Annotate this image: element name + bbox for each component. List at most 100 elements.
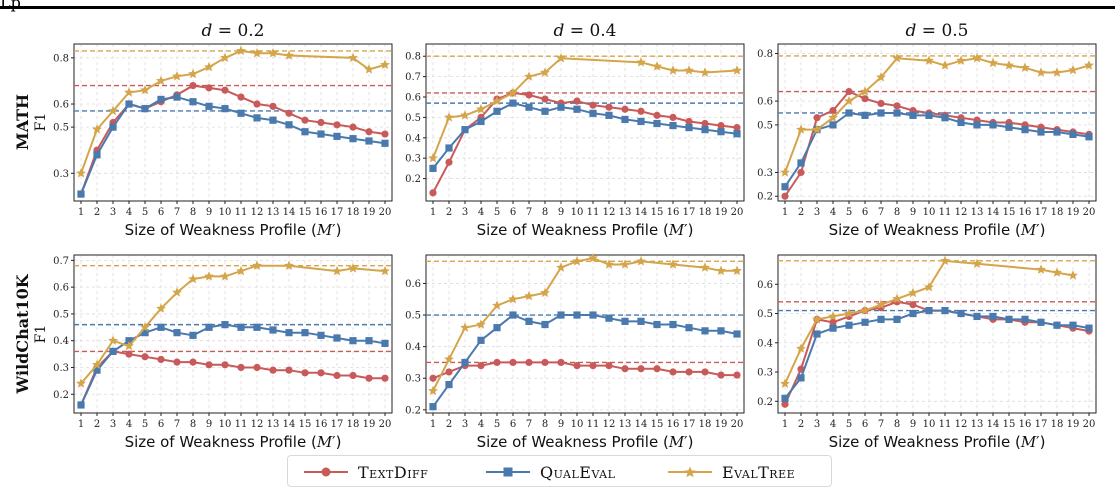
point-evaltree bbox=[892, 293, 902, 304]
point-evaltree bbox=[1084, 60, 1094, 70]
y-tick-label: 0.5 bbox=[757, 309, 773, 320]
point-evaltree bbox=[1004, 60, 1014, 70]
x-tick-label: 20 bbox=[379, 419, 392, 430]
point-qualeval bbox=[141, 329, 149, 337]
point-evaltree bbox=[588, 253, 598, 263]
x-tick-label: 10 bbox=[219, 207, 232, 218]
legend-label-textdiff: TextDiff bbox=[358, 462, 429, 482]
x-tick-label: 5 bbox=[494, 419, 500, 430]
point-qualeval bbox=[189, 331, 197, 339]
point-qualeval bbox=[365, 337, 373, 345]
x-tick-label: 14 bbox=[635, 207, 648, 218]
series-line-textdiff bbox=[80, 350, 385, 406]
point-evaltree bbox=[140, 85, 150, 95]
y-tick-label: 0.6 bbox=[53, 100, 69, 111]
point-textdiff bbox=[221, 361, 229, 369]
point-evaltree bbox=[716, 265, 726, 275]
y-tick-label: 0.3 bbox=[53, 169, 69, 180]
x-tick-label: 12 bbox=[251, 207, 264, 218]
point-qualeval bbox=[797, 374, 805, 382]
x-tick-label: 13 bbox=[619, 419, 632, 430]
x-tick-label: 7 bbox=[526, 419, 532, 430]
x-tick-label: 14 bbox=[283, 419, 296, 430]
x-tick-label: 20 bbox=[1083, 419, 1096, 430]
x-tick-label: 5 bbox=[846, 207, 852, 218]
point-textdiff bbox=[205, 84, 213, 92]
x-tick-label: 4 bbox=[478, 419, 484, 430]
point-textdiff bbox=[525, 358, 533, 367]
x-axis-label-tail: ′) bbox=[684, 221, 693, 239]
x-tick-label: 13 bbox=[267, 207, 280, 218]
point-qualeval bbox=[1069, 130, 1077, 138]
point-evaltree bbox=[476, 319, 486, 329]
point-textdiff bbox=[429, 189, 437, 197]
series-line-textdiff bbox=[784, 90, 1090, 197]
point-textdiff bbox=[205, 361, 213, 369]
point-evaltree bbox=[924, 55, 934, 65]
point-evaltree bbox=[684, 65, 694, 75]
point-textdiff bbox=[733, 371, 741, 379]
legend-swatch-qualeval bbox=[486, 467, 530, 477]
y-tick-label: 0.6 bbox=[757, 280, 773, 291]
x-tick-label: 6 bbox=[862, 419, 868, 430]
x-tick-label: 16 bbox=[667, 207, 680, 218]
point-qualeval bbox=[253, 114, 261, 122]
point-qualeval bbox=[349, 337, 357, 345]
point-qualeval bbox=[845, 109, 853, 117]
point-textdiff bbox=[829, 318, 837, 326]
y-tick-label: 0.8 bbox=[405, 52, 421, 63]
point-textdiff bbox=[829, 107, 837, 115]
x-tick-label: 9 bbox=[558, 207, 564, 218]
x-tick-label: 17 bbox=[683, 207, 696, 218]
point-evaltree bbox=[860, 86, 870, 96]
point-qualeval bbox=[157, 323, 165, 331]
point-evaltree bbox=[140, 322, 150, 332]
subplot-title: d = 0.5 bbox=[906, 21, 969, 41]
point-qualeval bbox=[173, 329, 181, 337]
x-tick-label: 10 bbox=[571, 207, 584, 218]
legend-label-qualeval: QualEval bbox=[540, 462, 616, 482]
y-tick-label: 0.5 bbox=[53, 123, 69, 134]
x-tick-label: 7 bbox=[878, 419, 884, 430]
x-tick-label: 19 bbox=[715, 207, 728, 218]
point-qualeval bbox=[77, 401, 85, 409]
point-textdiff bbox=[253, 100, 261, 108]
point-qualeval bbox=[877, 315, 885, 323]
point-textdiff bbox=[381, 130, 389, 138]
x-tick-label: 20 bbox=[731, 207, 744, 218]
point-evaltree bbox=[428, 153, 438, 163]
y-tick-label: 0.3 bbox=[757, 368, 773, 379]
point-evaltree bbox=[972, 258, 982, 268]
point-textdiff bbox=[141, 353, 149, 361]
x-tick-label: 11 bbox=[235, 207, 248, 218]
x-tick-label: 18 bbox=[1051, 207, 1064, 218]
point-textdiff bbox=[253, 363, 261, 372]
point-qualeval bbox=[1005, 315, 1013, 323]
x-tick-label: 2 bbox=[798, 207, 804, 218]
point-evaltree bbox=[364, 64, 374, 74]
point-evaltree bbox=[156, 303, 166, 313]
x-tick-label: 13 bbox=[971, 419, 984, 430]
point-qualeval bbox=[573, 105, 581, 113]
point-qualeval bbox=[1085, 324, 1093, 332]
point-qualeval bbox=[541, 107, 549, 115]
title-value: = 0.2 bbox=[212, 21, 264, 41]
point-evaltree bbox=[284, 260, 294, 270]
point-evaltree bbox=[828, 311, 838, 321]
point-qualeval bbox=[621, 317, 629, 325]
point-qualeval bbox=[285, 121, 293, 129]
point-qualeval bbox=[157, 95, 165, 104]
x-tick-label: 3 bbox=[110, 419, 116, 430]
x-axis-label-var: M bbox=[1020, 433, 1037, 451]
point-textdiff bbox=[429, 374, 437, 382]
x-axis-label: Size of Weakness Profile (M′) bbox=[477, 433, 694, 451]
x-tick-label: 14 bbox=[987, 419, 1000, 430]
point-evaltree bbox=[812, 314, 822, 324]
point-textdiff bbox=[381, 374, 389, 382]
y-tick-label: 0.8 bbox=[53, 53, 69, 64]
x-axis-label-main: Size of Weakness Profile ( bbox=[125, 221, 317, 239]
point-evaltree bbox=[188, 273, 198, 284]
x-tick-label: 16 bbox=[315, 207, 328, 218]
x-tick-label: 6 bbox=[510, 207, 516, 218]
point-qualeval bbox=[1085, 133, 1093, 141]
